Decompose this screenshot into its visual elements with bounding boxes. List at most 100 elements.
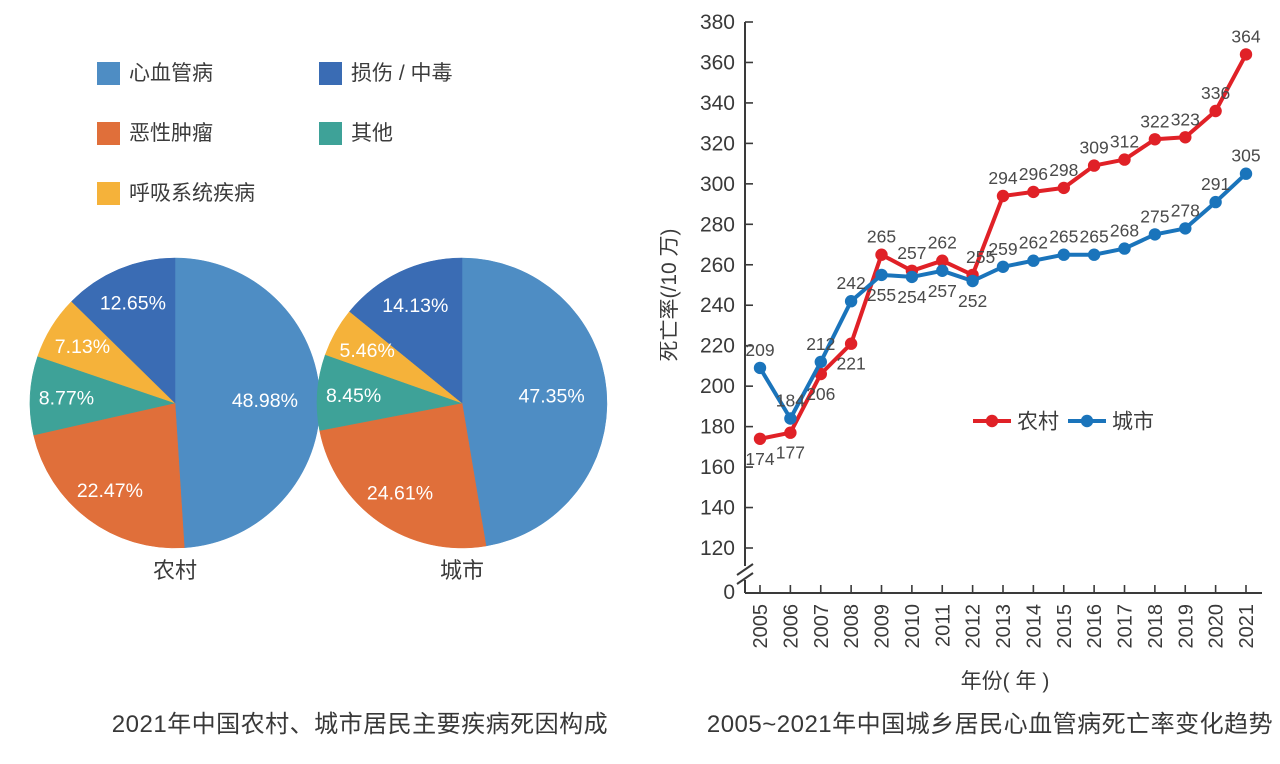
data-point-label: 242 xyxy=(836,273,865,293)
urban-pie: 47.35% 24.61% 8.45% 5.46% 14.13% 城市 xyxy=(316,257,608,583)
data-point-label: 255 xyxy=(966,247,995,267)
x-tick-label: 2008 xyxy=(841,604,863,649)
data-point xyxy=(1118,153,1131,166)
data-point-label: 322 xyxy=(1140,111,1169,131)
legend-label: 其他 xyxy=(351,122,393,145)
pie-slice-label: 48.98% xyxy=(232,390,298,412)
data-point-label: 221 xyxy=(836,354,865,374)
axis-break-icon xyxy=(736,572,754,585)
x-tick-label: 2013 xyxy=(993,604,1015,649)
pie-slice-label: 47.35% xyxy=(519,386,585,408)
data-point-label: 278 xyxy=(1171,200,1200,220)
data-point-label: 312 xyxy=(1110,132,1139,152)
line-chart: 120 140 160 180 200 220 240 260 280 300 320 340 360 3… xyxy=(660,11,1262,693)
legend-label: 心血管病 xyxy=(129,62,213,85)
y-tick-label: 200 xyxy=(700,375,735,398)
data-point xyxy=(936,254,949,267)
data-point-label: 268 xyxy=(1110,221,1139,241)
data-point-label: 265 xyxy=(1079,227,1108,247)
data-point xyxy=(844,337,858,350)
x-tick-label: 2009 xyxy=(872,604,894,649)
x-tick-label: 2015 xyxy=(1054,604,1076,649)
data-point-label: 275 xyxy=(1140,206,1169,226)
x-tick-label: 2019 xyxy=(1175,604,1197,649)
data-point-label: 177 xyxy=(776,443,805,463)
legend-series-label: 城市 xyxy=(1112,411,1154,434)
x-tick-label: 2021 xyxy=(1236,604,1258,649)
data-point-label: 298 xyxy=(1049,160,1078,180)
data-point xyxy=(1027,254,1040,267)
data-point-label: 305 xyxy=(1231,146,1260,166)
data-point-label: 255 xyxy=(867,285,896,305)
x-tick-label: 2016 xyxy=(1084,604,1106,649)
data-point xyxy=(1057,248,1070,261)
line-chart-caption: 2005~2021年中国城乡居民心血管病死亡率变化趋势 xyxy=(706,711,1274,738)
data-point xyxy=(1179,131,1192,144)
pie-chart-caption: 2021年中国农村、城市居民主要疾病死因构成 xyxy=(111,711,609,738)
legend-item-3: 损伤 / 中毒 xyxy=(319,60,541,120)
data-point xyxy=(844,295,858,308)
rural-pie: 48.98% 22.47% 8.77% 7.13% 12.65% 农村 xyxy=(29,257,321,583)
pie-charts: 48.98% 22.47% 8.77% 7.13% 12.65% 农村 47.35% 24.6… xyxy=(29,257,608,583)
data-point xyxy=(936,264,949,277)
data-point xyxy=(1087,159,1101,172)
y-tick-label: 180 xyxy=(700,416,735,439)
legend-label: 损伤 / 中毒 xyxy=(351,62,453,85)
x-tick-label: 2010 xyxy=(902,604,924,649)
x-tick-label: 2005 xyxy=(750,604,772,649)
data-point-label: 265 xyxy=(867,227,896,247)
data-point xyxy=(1118,242,1131,255)
y-tick-label: 380 xyxy=(700,11,735,34)
data-point-label: 309 xyxy=(1079,138,1108,158)
x-axis-title: 年份( 年 ) xyxy=(961,670,1050,693)
legend-label: 呼吸系统疾病 xyxy=(129,182,255,205)
legend-swatch-icon xyxy=(97,62,120,85)
urban-pie-title: 城市 xyxy=(440,558,484,583)
pie-slice-4 xyxy=(349,257,463,404)
x-tick-label: 2018 xyxy=(1145,604,1167,649)
y-tick-label: 220 xyxy=(700,335,735,358)
data-point xyxy=(1239,167,1253,180)
data-point xyxy=(1057,181,1070,195)
data-point-label: 257 xyxy=(928,281,957,301)
data-point xyxy=(905,270,919,284)
x-tick-label: 2011 xyxy=(932,604,954,647)
pie-slice-0 xyxy=(461,257,608,547)
legend-series-label: 农村 xyxy=(1017,411,1059,434)
data-point xyxy=(1027,185,1040,199)
data-point-label: 262 xyxy=(928,233,957,253)
y-axis-title: 死亡率(/10 万) xyxy=(660,228,681,361)
pie-slice-4 xyxy=(71,257,176,404)
pie-slice-label: 5.46% xyxy=(340,340,395,362)
legend-swatch-icon xyxy=(319,62,342,85)
legend-swatch-icon xyxy=(97,122,120,145)
legend-item-4: 其他 xyxy=(319,120,541,180)
data-point xyxy=(784,412,797,425)
pie-slice-label: 24.61% xyxy=(367,482,433,504)
data-point xyxy=(1209,104,1222,118)
x-tick-label: 2020 xyxy=(1206,604,1228,649)
x-tick-label: 2012 xyxy=(963,604,985,649)
data-point-label: 174 xyxy=(745,449,774,469)
axis-break-icon xyxy=(736,563,754,576)
data-point xyxy=(1179,222,1192,235)
data-point-label: 212 xyxy=(806,334,835,354)
x-tick-label: 2006 xyxy=(780,604,802,649)
y-baseline-label: 0 xyxy=(723,581,735,604)
legend-swatch-icon xyxy=(319,122,342,145)
axes: 120 140 160 180 200 220 240 260 280 300 320 340 360 3… xyxy=(700,11,1262,649)
data-point-label: 323 xyxy=(1171,109,1200,129)
data-point xyxy=(996,260,1010,273)
data-point-label: 206 xyxy=(806,384,835,404)
y-tick-label: 160 xyxy=(700,456,735,479)
pie-legend: 心血管病恶性肿瘤 呼吸系统疾病 损伤 / 中毒 其他 xyxy=(97,60,541,240)
data-point xyxy=(814,355,827,369)
y-tick-label: 320 xyxy=(700,132,735,155)
data-point xyxy=(966,274,979,288)
legend-item-2: 呼吸系统疾病 xyxy=(97,180,319,240)
data-point-label: 252 xyxy=(958,291,987,311)
legend-item-1: 恶性肿瘤 xyxy=(97,120,319,180)
